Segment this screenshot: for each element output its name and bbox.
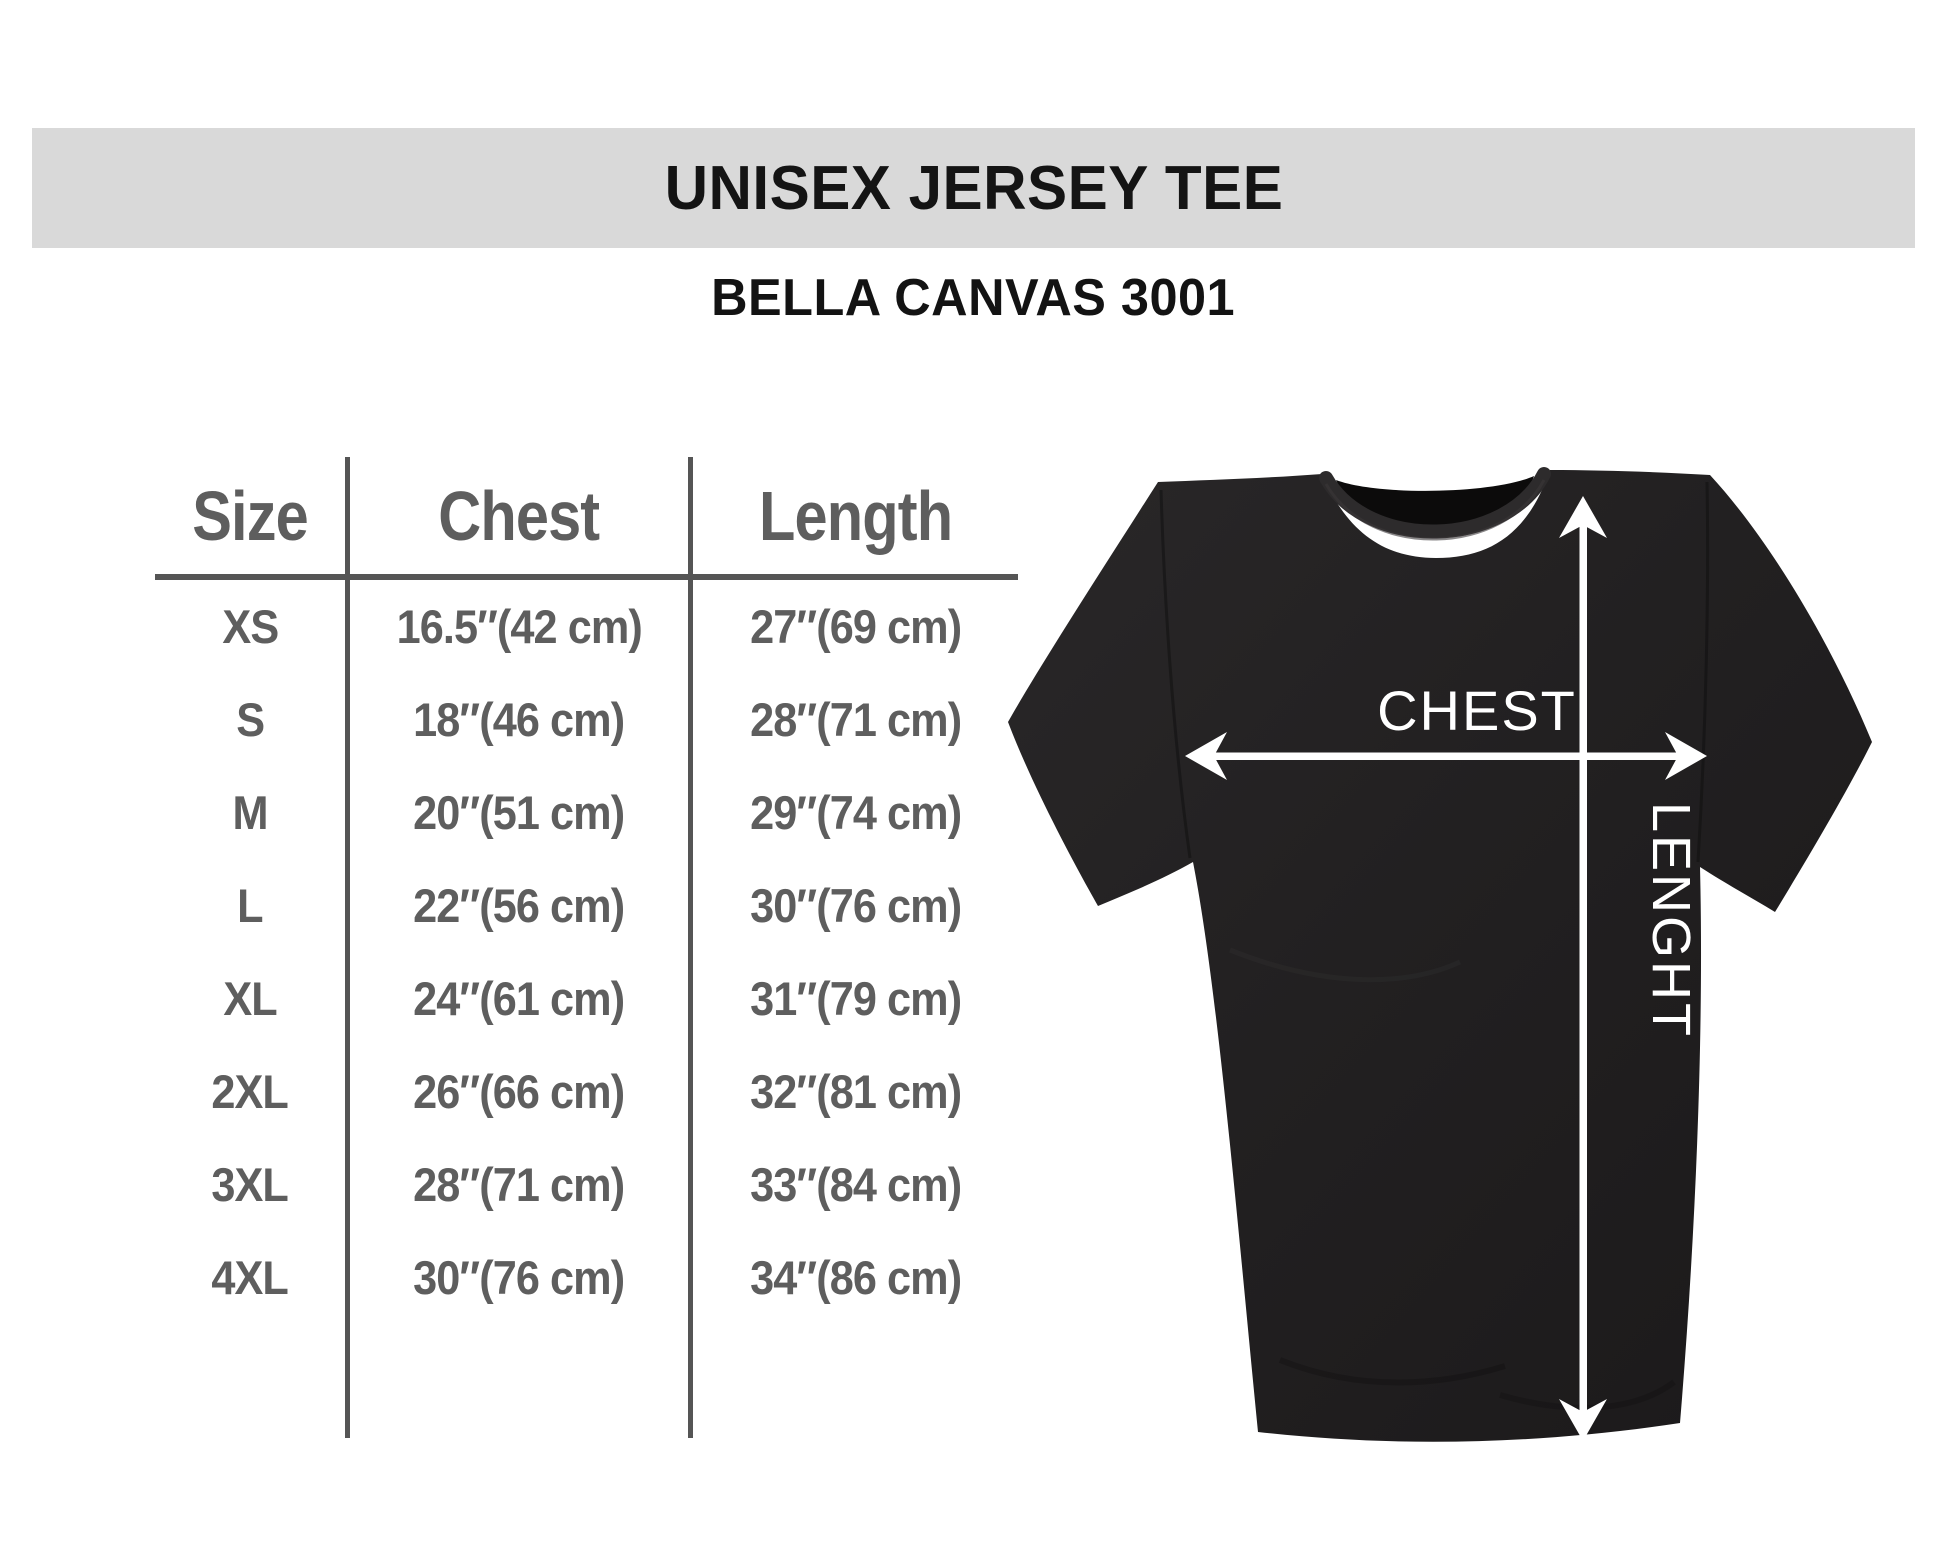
table-cell-size: M [155,766,350,859]
page-subtitle: BELLA CANVAS 3001 [711,269,1235,327]
chest-arrow [1185,732,1707,780]
table-cell-length: 33″(84 cm) [749,1158,962,1211]
table-cell-chest: 18″(46 cm) [350,673,693,766]
tshirt-seam-left [1159,489,1192,859]
page-title: UNISEX JERSEY TEE [664,153,1283,223]
table-cell-length: 32″(81 cm) [749,1065,962,1118]
tshirt-collar-band [1319,467,1551,539]
title-bar: UNISEX JERSEY TEE [32,128,1915,248]
tshirt-illustration: CHEST LENGHT [1008,467,1872,1442]
table-cell-chest: 26″(66 cm) [350,1045,693,1138]
table-cell-size: L [155,859,350,952]
tshirt-body [1008,470,1872,1442]
table-cell-size: S [155,673,350,766]
table-cell-length: 28″(71 cm) [749,693,962,746]
table-cell-size: 4XL [155,1231,350,1324]
table-cell-chest: 16.5″(42 cm) [350,580,693,673]
arrowhead-down-icon [1559,1399,1607,1441]
table-cell-chest: 22″(56 cm) [350,859,693,952]
table-cell-size: 2XL [155,1045,350,1138]
table-cell-chest: 24″(61 cm) [350,952,693,1045]
size-table: Size Chest Length XS 16.5″(42 cm) 27″(69… [155,457,1018,1438]
table-cell-chest: 30″(76 cm) [350,1231,693,1324]
table-filler [155,1324,350,1438]
length-arrow [1559,496,1607,1441]
arrowhead-up-icon [1559,496,1607,538]
tshirt-diagram: CHEST LENGHT [980,430,1946,1557]
table-cell-length: 27″(69 cm) [749,600,962,653]
table-filler [693,1324,1018,1438]
column-header-chest: Chest [350,457,693,580]
tshirt-fold-1 [1278,1357,1506,1386]
subtitle-row: BELLA CANVAS 3001 [0,258,1946,338]
table-cell-size: XS [155,580,350,673]
column-header-size: Size [155,457,350,580]
table-cell-length: 34″(86 cm) [749,1251,962,1304]
table-cell-length: 30″(76 cm) [749,879,962,932]
tshirt-seam-right [1696,481,1710,863]
tshirt-fold-3 [1229,947,1462,983]
table-cell-size: 3XL [155,1138,350,1231]
tshirt-collar-highlight [1324,479,1546,541]
arrowhead-left-icon [1185,732,1227,780]
table-cell-chest: 28″(71 cm) [350,1138,693,1231]
column-header-length: Length [693,457,1018,580]
table-cell-size: XL [155,952,350,1045]
table-cell-chest: 20″(51 cm) [350,766,693,859]
tshirt-fold-2 [1499,1379,1676,1411]
length-arrow-shaft [1579,522,1587,1424]
table-filler [350,1324,693,1438]
arrowhead-right-icon [1665,732,1707,780]
chest-label: CHEST [1377,679,1577,742]
chest-arrow-shaft [1210,752,1684,760]
length-label: LENGHT [1641,802,1701,1039]
table-cell-length: 31″(79 cm) [749,972,962,1025]
table-cell-length: 29″(74 cm) [749,786,962,839]
